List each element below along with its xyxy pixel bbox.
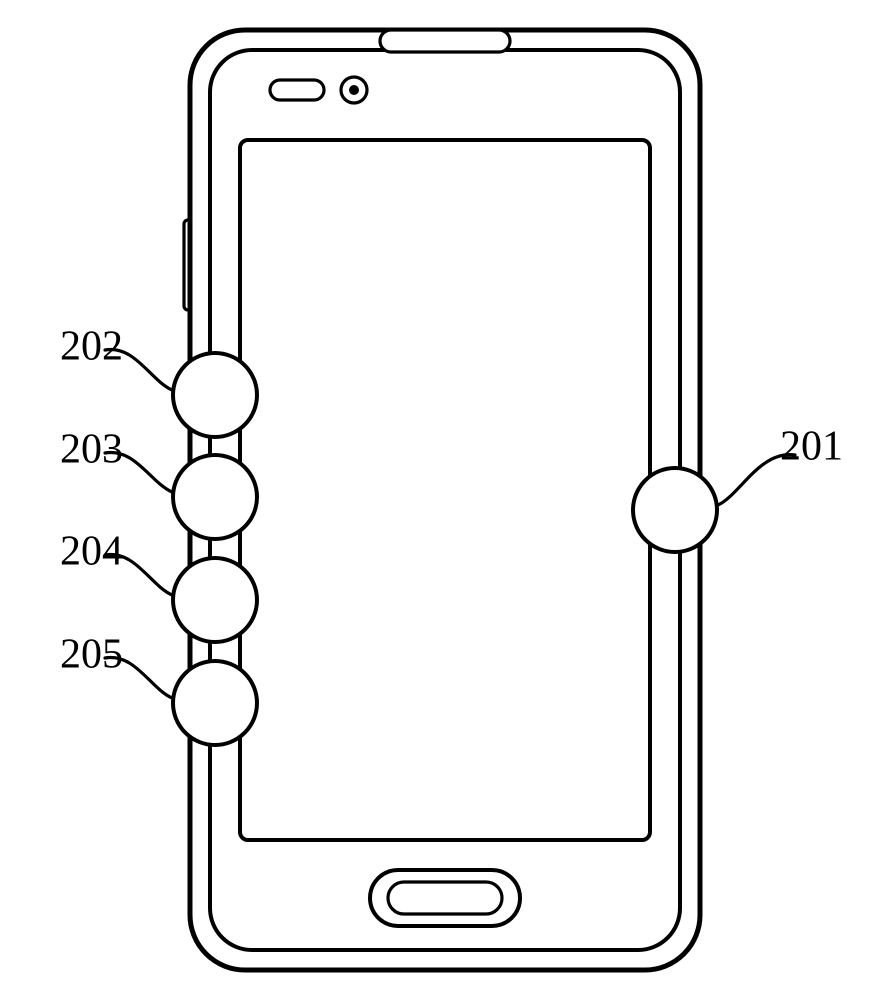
home-button-inner xyxy=(388,882,502,914)
touch-point-203 xyxy=(173,455,257,539)
touch-point-205 xyxy=(173,661,257,745)
phone-touch-diagram: 201 202 203 204 205 xyxy=(0,0,870,1000)
touch-point-204 xyxy=(173,558,257,642)
label-205: 205 xyxy=(60,632,123,678)
label-201: 201 xyxy=(780,424,843,470)
earpiece-notch xyxy=(380,30,510,52)
touch-point-201 xyxy=(633,468,717,552)
touch-point-202 xyxy=(173,353,257,437)
label-204: 204 xyxy=(60,529,123,575)
screen xyxy=(240,140,650,840)
label-203: 203 xyxy=(60,427,123,473)
camera-inner xyxy=(349,85,359,95)
label-202: 202 xyxy=(60,324,123,370)
